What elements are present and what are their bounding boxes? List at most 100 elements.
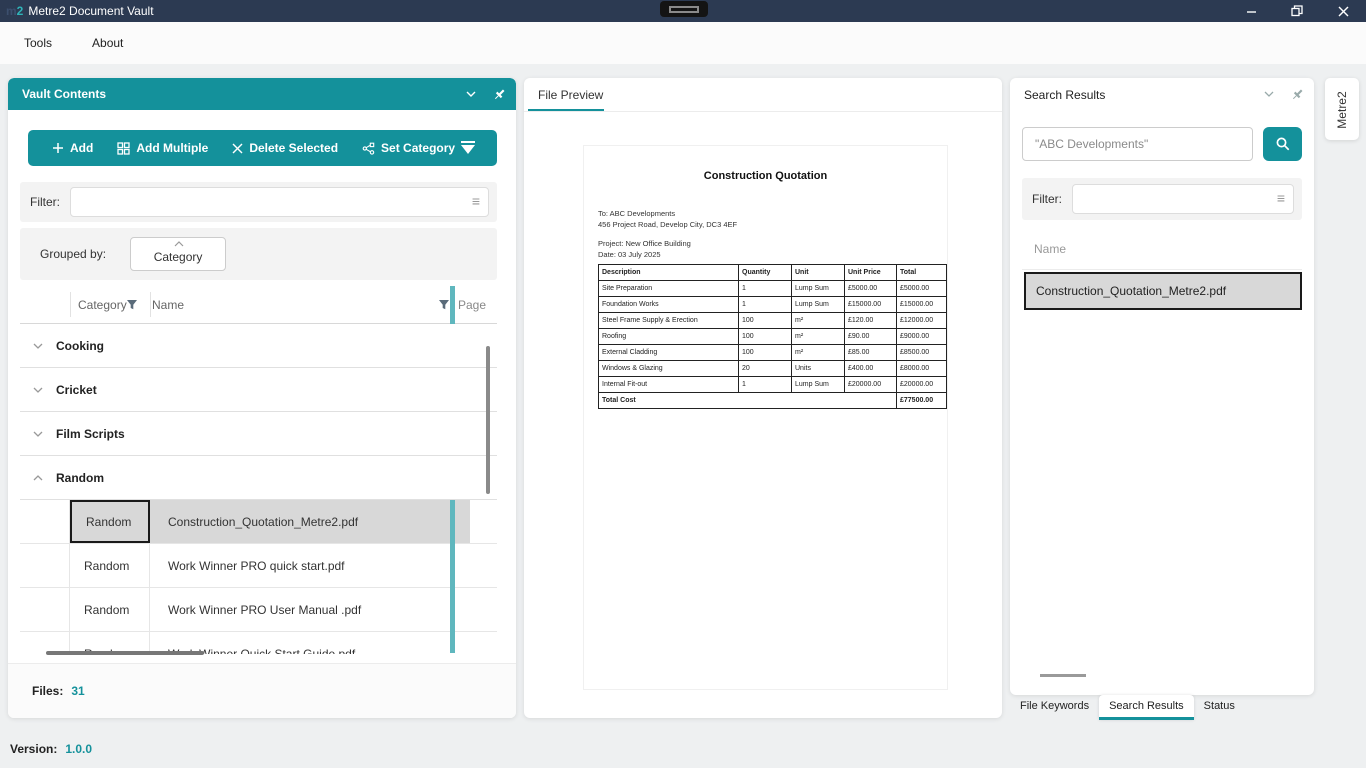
- search-button[interactable]: [1263, 127, 1302, 161]
- restore-button[interactable]: [1274, 0, 1320, 22]
- x-icon: [232, 143, 243, 153]
- menu-tools[interactable]: Tools: [24, 36, 53, 50]
- restore-icon: [1291, 5, 1303, 17]
- metre2-side-tab[interactable]: Metre2: [1325, 78, 1359, 140]
- screen-share-handle-inner: [669, 5, 699, 13]
- row-gutter: [20, 544, 70, 587]
- version-bar: Version: 1.0.0: [10, 742, 92, 756]
- file-row-selected[interactable]: Random Construction_Quotation_Metre2.pdf: [20, 500, 497, 544]
- quotation-total-row: Total Cost £77500.00: [598, 392, 947, 409]
- grid-icon: [117, 141, 130, 155]
- group-row-film-scripts[interactable]: Film Scripts: [20, 412, 497, 456]
- search-filter-input[interactable]: ≡: [1072, 184, 1294, 214]
- vault-table: Category Name Page Cooking Cricket Film …: [20, 286, 497, 654]
- version-value: 1.0.0: [65, 742, 93, 756]
- tab-search-results[interactable]: Search Results: [1099, 695, 1194, 720]
- menu-bar: Tools About: [0, 22, 1366, 64]
- row-gutter: [20, 632, 70, 654]
- file-row[interactable]: Random Work Winner PRO User Manual .pdf: [20, 588, 497, 632]
- file-preview-tab[interactable]: File Preview: [528, 78, 603, 111]
- filter-menu-icon[interactable]: ≡: [471, 193, 480, 209]
- metre2-side-tab-label: Metre2: [1335, 91, 1349, 129]
- category-icon: [362, 142, 375, 155]
- collapse-chevron-icon[interactable]: [465, 88, 477, 100]
- column-header-page[interactable]: Page: [458, 298, 487, 312]
- menu-about[interactable]: About: [92, 36, 124, 50]
- minimize-button[interactable]: [1228, 0, 1274, 22]
- file-row[interactable]: Random Work Winner PRO quick start.pdf: [20, 544, 497, 588]
- search-icon: [1276, 137, 1289, 151]
- result-file-name: Construction_Quotation_Metre2.pdf: [1036, 284, 1227, 298]
- name-cell[interactable]: Work Winner PRO quick start.pdf: [168, 558, 345, 573]
- quotation-header-row: Description Quantity Unit Unit Price Tot…: [598, 264, 947, 281]
- toolbar-dropdown-caret[interactable]: [461, 141, 475, 154]
- category-cell[interactable]: Random: [70, 500, 150, 543]
- title-bar: m2 Metre2 Document Vault: [0, 0, 1366, 22]
- chevron-down-icon: [33, 431, 43, 437]
- chevron-down-icon: [33, 387, 43, 393]
- grouped-by-strip: Grouped by: Category: [20, 228, 497, 280]
- vault-panel-header[interactable]: Vault Contents: [8, 78, 516, 110]
- screen-share-handle[interactable]: [660, 1, 708, 17]
- search-filter-strip: Filter: ≡: [1022, 178, 1302, 220]
- grouped-by-value: Category: [153, 250, 203, 264]
- filter-funnel-icon[interactable]: [126, 299, 138, 311]
- add-multiple-button[interactable]: Add Multiple: [117, 141, 208, 155]
- column-header-category[interactable]: Category: [78, 298, 127, 312]
- set-category-button[interactable]: Set Category: [362, 141, 455, 155]
- tab-file-keywords[interactable]: File Keywords: [1020, 700, 1090, 712]
- version-label: Version:: [10, 742, 58, 756]
- category-cell[interactable]: Random: [70, 544, 150, 587]
- vault-filter-input[interactable]: ≡: [70, 187, 489, 217]
- quotation-row: Foundation Works 1 Lump Sum £15000.00 £15000…: [598, 296, 947, 313]
- files-count: 31: [71, 684, 85, 698]
- category-cell[interactable]: Random: [70, 588, 150, 631]
- add-button[interactable]: Add: [52, 141, 93, 155]
- group-label: Cricket: [56, 382, 97, 397]
- tab-status[interactable]: Status: [1203, 700, 1235, 712]
- vault-toolbar: Add Add Multiple Delete Selected Set Cat…: [28, 130, 497, 166]
- vault-panel-title: Vault Contents: [22, 87, 107, 101]
- doc-project: Project: New Office Building Date: 03 Ju…: [598, 239, 691, 259]
- quotation-row: Steel Frame Supply & Erection 100 m² £120.0…: [598, 312, 947, 329]
- horizontal-scrollbar[interactable]: [1040, 674, 1086, 677]
- name-cell[interactable]: Construction_Quotation_Metre2.pdf: [168, 514, 359, 529]
- app-logo: m2: [6, 4, 23, 18]
- row-gutter: [20, 500, 70, 543]
- filter-menu-icon[interactable]: ≡: [1276, 190, 1285, 206]
- name-cell[interactable]: Work Winner Quick Start Guide.pdf: [168, 646, 356, 655]
- file-row-clipped[interactable]: Random Work Winner Quick Start Guide.pdf: [20, 632, 497, 654]
- group-row-random[interactable]: Random: [20, 456, 497, 500]
- delete-selected-button[interactable]: Delete Selected: [232, 141, 338, 155]
- category-cell[interactable]: Random: [70, 632, 150, 654]
- name-cell[interactable]: Work Winner PRO User Manual .pdf: [168, 602, 362, 617]
- vertical-scrollbar[interactable]: [486, 346, 490, 494]
- search-panel-header[interactable]: Search Results: [1010, 78, 1314, 112]
- pdf-preview-page[interactable]: Construction Quotation To: ABC Developme…: [583, 145, 948, 690]
- file-preview-tab-label: File Preview: [538, 87, 604, 102]
- group-label: Random: [56, 470, 104, 485]
- vault-table-header: Category Name Page: [20, 286, 497, 324]
- add-multiple-label: Add Multiple: [136, 141, 209, 155]
- row-gutter: [20, 588, 70, 631]
- window-title: Metre2 Document Vault: [28, 4, 154, 18]
- vault-footer: Files: 31: [8, 663, 516, 718]
- pin-icon[interactable]: [493, 88, 506, 101]
- filter-funnel-icon[interactable]: [438, 299, 450, 311]
- grouped-by-label: Grouped by:: [40, 247, 107, 261]
- collapse-chevron-icon[interactable]: [1263, 88, 1275, 100]
- grouped-by-select[interactable]: Category: [130, 237, 227, 271]
- vault-filter-label: Filter:: [30, 195, 60, 209]
- active-tab-underline: [528, 109, 604, 112]
- minimize-icon: [1246, 10, 1256, 13]
- column-header-name[interactable]: Name: [152, 298, 185, 312]
- search-result-row-selected[interactable]: Construction_Quotation_Metre2.pdf: [1024, 272, 1302, 310]
- chevron-up-icon: [33, 475, 43, 481]
- search-input[interactable]: [1022, 127, 1253, 161]
- pin-icon[interactable]: [1291, 88, 1304, 101]
- group-row-cooking[interactable]: Cooking: [20, 324, 497, 368]
- horizontal-scrollbar[interactable]: [46, 651, 204, 655]
- group-row-cricket[interactable]: Cricket: [20, 368, 497, 412]
- file-preview-panel: File Preview Construction Quotation To: …: [524, 78, 1002, 718]
- close-button[interactable]: [1320, 0, 1366, 22]
